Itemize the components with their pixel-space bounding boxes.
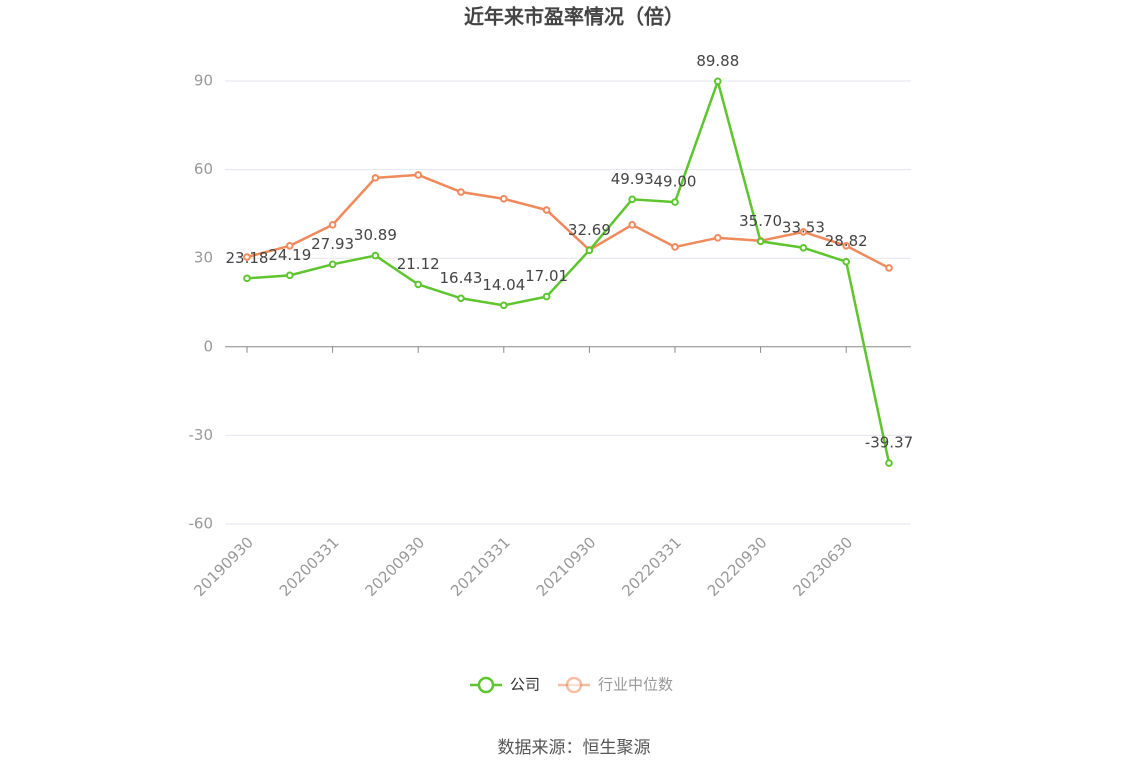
data-point [842,257,851,266]
data-point [885,459,893,467]
y-tick-label: -30 [189,426,214,444]
x-tick-label: 20220331 [618,533,685,600]
chart-title: 近年来市盈率情况（倍） [464,5,684,29]
legend-marker [477,676,495,694]
x-tick-label: 20210331 [447,533,514,600]
data-label: 49.00 [654,173,697,191]
data-label: 49.93 [611,170,654,188]
data-point [286,271,294,280]
data-point [500,301,508,310]
data-label: 89.88 [696,52,739,70]
x-tick-label: 20220930 [704,533,771,600]
data-point [628,195,637,204]
series-line [246,77,891,464]
data-point [799,243,808,252]
data-point [414,280,423,289]
legend-item[interactable]: 行业中位数 [558,676,673,694]
data-point [756,237,765,246]
data-label: -39.37 [865,434,913,452]
data-label: 35.70 [739,212,782,230]
data-point [328,260,337,269]
data-point [714,77,722,86]
data-point [286,241,294,250]
y-tick-label: 0 [203,337,213,355]
data-point [799,228,808,236]
data-point [371,251,380,260]
data-label: 33.53 [782,218,825,236]
data-label: 23.18 [226,249,269,267]
x-tick-label: 20200930 [361,533,428,600]
data-point [671,243,679,251]
data-point [885,264,893,272]
data-point [542,292,551,301]
y-tick-label: -60 [189,515,214,533]
data-point [414,171,423,179]
data-label: 17.01 [525,267,568,285]
data-point [371,174,380,182]
legend-item[interactable]: 公司 [470,676,540,694]
data-point [542,206,551,214]
legend-label: 行业中位数 [598,676,673,694]
legend-marker [565,676,583,694]
data-label: 28.82 [825,232,868,250]
data-point [671,198,679,206]
x-tick-label: 20190930 [190,533,257,600]
y-tick-label: 30 [194,249,213,267]
y-tick-label: 60 [194,160,213,178]
x-tick-label: 20200331 [276,533,343,600]
x-tick-label: 20210930 [533,533,600,600]
data-point [457,188,465,196]
data-label: 24.19 [268,246,311,264]
data-point [628,221,637,229]
data-label: 14.04 [482,276,525,294]
data-point [243,274,251,283]
series-line [246,173,890,270]
legend-label: 公司 [510,676,540,694]
data-point [714,234,722,242]
data-label: 30.89 [354,226,397,244]
data-point [585,246,594,255]
data-point [500,195,508,203]
x-tick-label: 20230630 [789,533,856,600]
data-label: 16.43 [440,269,483,287]
data-label: 32.69 [568,221,611,239]
source-note: 数据来源：恒生聚源 [498,738,651,758]
data-point [328,221,337,229]
data-label: 27.93 [311,235,354,253]
y-tick-label: 90 [194,72,213,90]
data-point [243,253,251,261]
data-label: 21.12 [397,255,440,273]
data-point [457,294,465,303]
data-point [842,241,851,250]
